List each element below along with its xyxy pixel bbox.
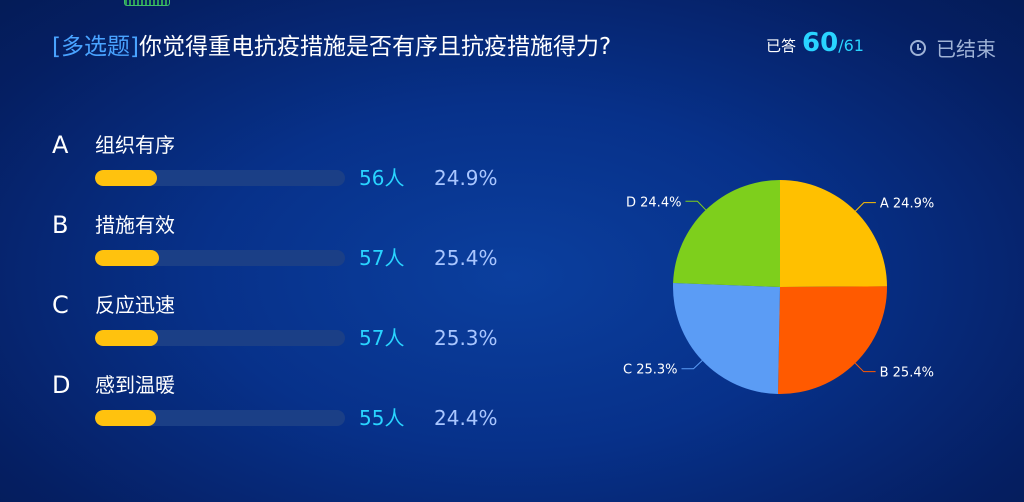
- pie-slice-d: [673, 180, 780, 287]
- pie-leader-line: [854, 362, 876, 373]
- pie-slice-b: [777, 286, 887, 394]
- pie-slice-c: [673, 282, 780, 394]
- option-count: 57人: [359, 246, 405, 270]
- option-count: 56人: [359, 166, 405, 190]
- pie-leader-line: [681, 360, 703, 370]
- option-count: 57人: [359, 326, 405, 350]
- option-count: 55人: [359, 406, 405, 430]
- option-percent: 25.4%: [434, 246, 498, 270]
- option-bar-track: [95, 170, 345, 186]
- answered-counter: 已答 60 /61: [766, 28, 864, 62]
- option-b: B 措施有效 57人 25.4%: [52, 210, 532, 280]
- answered-label: 已答: [766, 37, 797, 55]
- option-text: 组织有序: [95, 133, 175, 157]
- option-letter: C: [52, 291, 69, 319]
- option-bar-track: [95, 410, 345, 426]
- option-percent: 24.4%: [434, 406, 498, 430]
- option-text: 感到温暖: [95, 373, 175, 397]
- status-label: 已结束: [936, 37, 996, 61]
- option-bar-track: [95, 250, 345, 266]
- pie-slice-a: [780, 180, 887, 287]
- question-type-tag: [多选题]: [52, 34, 139, 60]
- option-bar-track: [95, 330, 345, 346]
- answered-count: 60: [802, 28, 839, 58]
- status-indicator: 已结束: [910, 33, 996, 62]
- pie-leader-line: [685, 200, 707, 211]
- option-percent: 24.9%: [434, 166, 498, 190]
- option-bar-fill: [95, 410, 156, 426]
- clock-icon: [910, 39, 926, 56]
- pie-label: D 24.4%: [626, 195, 681, 210]
- option-c: C 反应迅速 57人 25.3%: [52, 290, 532, 360]
- option-text: 措施有效: [95, 213, 175, 237]
- pie-label: B 25.4%: [880, 366, 934, 381]
- option-d: D 感到温暖 55人 24.4%: [52, 370, 532, 440]
- pie-label: C 25.3%: [623, 363, 678, 378]
- question-title: [多选题]你觉得重电抗疫措施是否有序且抗疫措施得力?: [52, 27, 692, 67]
- option-bar-fill: [95, 170, 158, 186]
- top-handle: [124, 0, 170, 6]
- pie-chart: A 24.9% B 25.4% C 25.3% D 24.4%: [623, 180, 934, 394]
- option-text: 反应迅速: [95, 293, 175, 317]
- pie-leader-line: [855, 202, 876, 212]
- option-bar-fill: [95, 330, 159, 346]
- option-letter: B: [52, 211, 69, 239]
- option-percent: 25.3%: [434, 326, 498, 350]
- answered-total: /61: [838, 36, 864, 55]
- option-letter: D: [52, 371, 71, 399]
- option-letter: A: [52, 131, 69, 159]
- option-a: A 组织有序 56人 24.9%: [52, 130, 532, 200]
- pie-label: A 24.9%: [880, 197, 934, 212]
- option-bar-fill: [95, 250, 159, 266]
- question-text: 你觉得重电抗疫措施是否有序且抗疫措施得力?: [138, 34, 612, 60]
